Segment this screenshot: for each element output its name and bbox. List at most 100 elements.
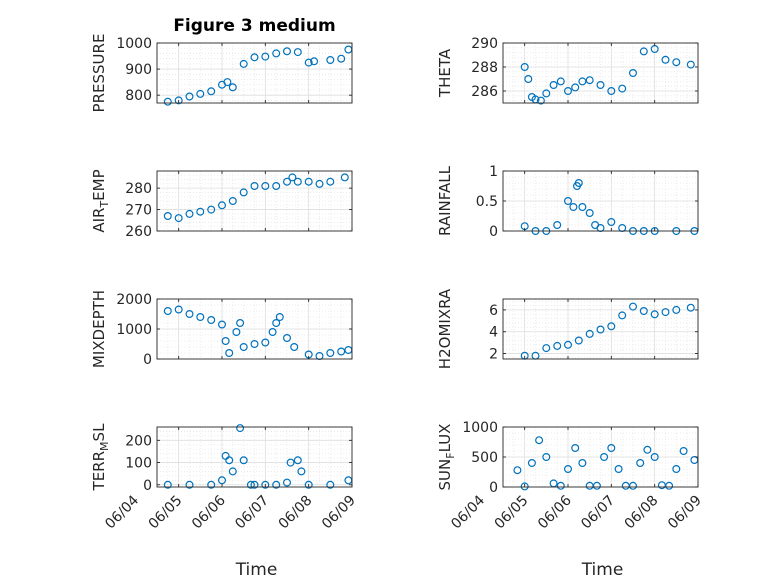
data-point xyxy=(250,340,259,349)
data-point xyxy=(293,456,302,465)
y-axis-label: THETA xyxy=(436,48,454,98)
data-point xyxy=(261,480,270,489)
x-tick-label: 06/08 xyxy=(276,493,316,533)
data-point xyxy=(542,344,551,353)
data-point xyxy=(239,343,248,352)
data-point xyxy=(542,453,551,462)
data-point xyxy=(563,465,572,474)
data-point xyxy=(196,89,205,98)
subplot-6: 2 4 6 H2OMIXRA xyxy=(436,288,699,369)
data-point xyxy=(250,182,259,191)
subplot-4: 0 0.5 1 RAINFALL xyxy=(436,164,699,240)
data-point xyxy=(672,305,681,314)
data-point xyxy=(527,459,536,468)
data-point xyxy=(223,78,232,87)
y-tick-label: 500 xyxy=(471,450,498,466)
data-point xyxy=(207,316,216,325)
data-point xyxy=(207,480,216,489)
data-point xyxy=(239,456,248,465)
y-tick-label: 800 xyxy=(125,88,152,104)
y-axis-label: H2OMIXRA xyxy=(436,288,454,369)
y-tick-label: 1000 xyxy=(116,322,152,338)
data-point xyxy=(340,173,349,182)
y-tick-label: 1000 xyxy=(462,420,498,436)
data-point xyxy=(596,325,605,334)
subplot-3: 260 270 280 AIRTEMP xyxy=(90,169,353,240)
data-point xyxy=(310,57,319,66)
data-point xyxy=(272,319,281,328)
y-tick-label: 260 xyxy=(125,224,152,240)
data-point xyxy=(326,480,335,489)
x-tick-label: 06/09 xyxy=(319,493,359,533)
y-tick-label: 0 xyxy=(489,480,498,496)
y-tick-label: 4 xyxy=(489,325,498,341)
data-point xyxy=(163,480,172,489)
data-point xyxy=(665,481,674,490)
data-point xyxy=(618,311,627,320)
data-point xyxy=(553,221,562,230)
subplot-1: 800 900 1000 PRESSURE Figure 3 medium xyxy=(90,16,353,112)
data-point xyxy=(686,60,695,69)
data-point xyxy=(261,338,270,347)
data-point xyxy=(236,319,245,328)
data-point xyxy=(272,49,281,58)
y-tick-label: 288 xyxy=(471,60,498,76)
data-point xyxy=(578,77,587,86)
data-point xyxy=(571,83,580,92)
data-point xyxy=(174,96,183,105)
data-point xyxy=(628,481,637,490)
data-point xyxy=(569,203,578,212)
data-point xyxy=(185,480,194,489)
y-axis-label: TERRMSL xyxy=(90,423,111,492)
data-point xyxy=(228,467,237,476)
data-point xyxy=(228,197,237,206)
data-point xyxy=(679,447,688,456)
data-point xyxy=(326,55,335,64)
data-point xyxy=(672,465,681,474)
data-point xyxy=(585,76,594,85)
y-tick-label: 6 xyxy=(489,303,498,319)
data-point xyxy=(636,459,645,468)
data-point xyxy=(337,347,346,356)
y-tick-label: 100 xyxy=(125,456,152,472)
x-tick-label: 06/04 xyxy=(448,492,488,532)
data-point xyxy=(596,80,605,89)
data-point xyxy=(520,62,529,71)
data-point xyxy=(549,80,558,89)
data-point xyxy=(290,343,299,352)
data-point xyxy=(225,456,234,465)
data-point xyxy=(221,337,230,346)
data-point xyxy=(236,424,245,433)
data-point xyxy=(218,201,227,210)
x-tick-label: 06/09 xyxy=(665,493,705,533)
data-point xyxy=(524,74,533,83)
data-point xyxy=(261,52,270,61)
data-point xyxy=(304,58,313,67)
axes-box xyxy=(502,42,699,104)
data-point xyxy=(607,86,616,95)
data-point xyxy=(293,48,302,57)
x-tick-label: 06/04 xyxy=(102,492,142,532)
y-tick-label: 1000 xyxy=(116,36,152,52)
data-point xyxy=(326,177,335,186)
axes-box xyxy=(156,170,353,232)
data-point xyxy=(185,92,194,101)
x-tick-label: 06/06 xyxy=(535,492,575,532)
data-point xyxy=(283,478,292,487)
data-point xyxy=(283,47,292,56)
y-tick-label: 0 xyxy=(143,352,152,368)
data-point xyxy=(520,482,529,491)
data-point xyxy=(207,87,216,96)
data-point xyxy=(536,96,545,105)
data-point xyxy=(628,68,637,77)
data-point xyxy=(207,205,216,214)
data-point xyxy=(639,47,648,56)
y-tick-label: 0 xyxy=(143,478,152,494)
data-point xyxy=(163,307,172,316)
data-point xyxy=(639,307,648,316)
data-point xyxy=(304,177,313,186)
data-point xyxy=(272,182,281,191)
data-point xyxy=(272,480,281,489)
data-point xyxy=(304,480,313,489)
